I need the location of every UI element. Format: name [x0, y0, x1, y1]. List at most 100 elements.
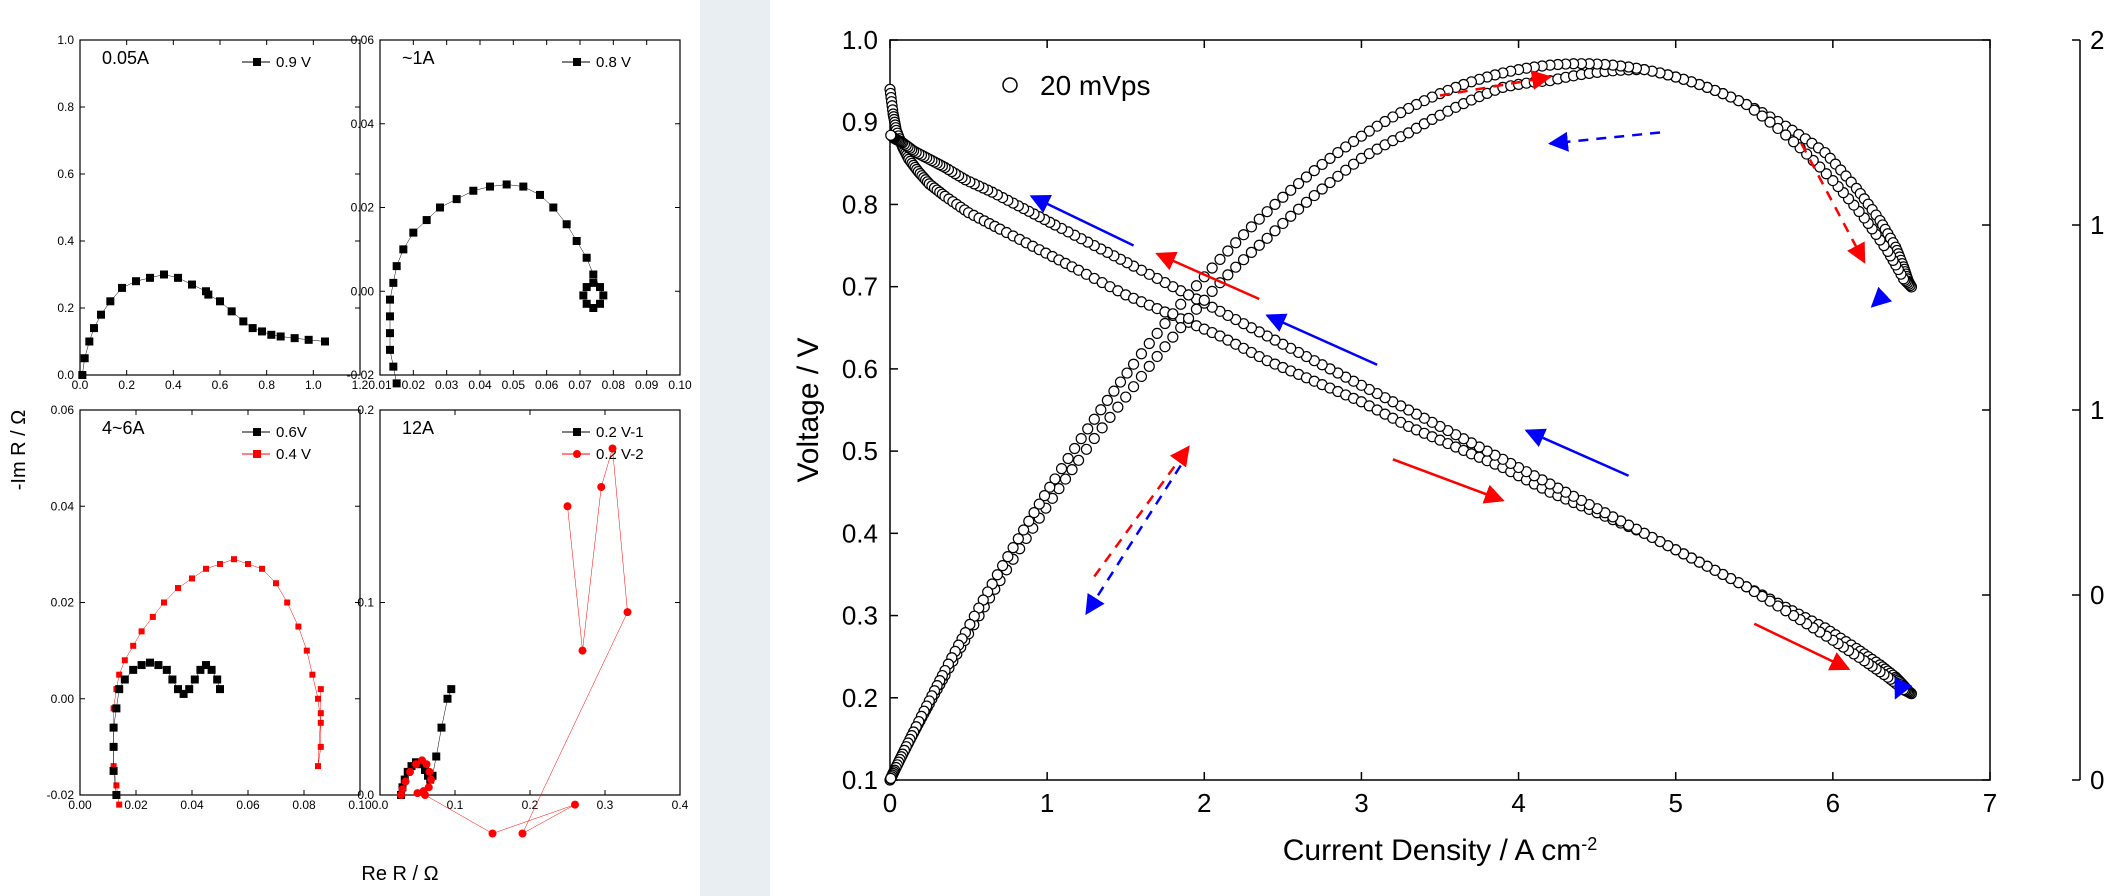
data-marker: [1223, 270, 1233, 280]
subplot-br: 0.00.10.20.30.40.00.10.212A0.2 V-10.2 V-…: [357, 403, 688, 838]
xtick-label: 0.02: [402, 378, 426, 392]
data-marker: [122, 657, 128, 663]
data-marker: [536, 191, 544, 199]
data-marker: [203, 566, 209, 572]
data-marker: [132, 277, 140, 285]
data-marker: [402, 778, 410, 786]
data-marker: [185, 685, 193, 693]
y-axis-label: -Im R / Ω: [8, 410, 30, 491]
data-marker: [583, 254, 591, 262]
legend-label: 0.2 V-2: [596, 446, 644, 463]
ytick-left-label: 0.9: [842, 107, 878, 137]
direction-arrow: [1526, 431, 1628, 476]
legend-marker-icon: [1003, 78, 1017, 92]
data-marker: [217, 561, 223, 567]
data-marker: [213, 676, 221, 684]
xtick-label: 0.1: [447, 798, 464, 812]
data-marker: [1063, 454, 1073, 464]
xtick-label: 0.6: [212, 378, 229, 392]
data-marker: [146, 659, 154, 667]
legend-label: 0.9 V: [276, 54, 311, 71]
data-marker: [597, 483, 605, 491]
xtick-label: 4: [1511, 788, 1525, 818]
data-marker: [1089, 414, 1099, 424]
data-marker: [549, 204, 557, 212]
data-marker: [1270, 226, 1280, 236]
data-marker: [453, 195, 461, 203]
data-marker: [291, 334, 299, 342]
xtick-label: 7: [1983, 788, 1997, 818]
data-marker: [886, 773, 896, 783]
ytick-label: 0.00: [51, 692, 75, 706]
data-marker: [304, 648, 310, 654]
data-marker: [409, 229, 417, 237]
data-marker: [150, 614, 156, 620]
subplot-title: 4~6A: [102, 418, 145, 438]
data-marker: [1115, 377, 1125, 387]
data-marker: [1286, 211, 1296, 221]
xtick-label: 0.0: [372, 798, 389, 812]
data-marker: [393, 262, 401, 270]
data-marker: [1160, 342, 1170, 352]
data-marker: [1152, 351, 1162, 361]
data-marker: [1144, 361, 1154, 371]
subplot-title: 0.05A: [102, 48, 149, 68]
data-marker: [189, 575, 195, 581]
data-marker: [1067, 465, 1077, 475]
panel-divider: [700, 0, 770, 896]
data-marker: [1262, 207, 1272, 217]
data-marker: [389, 363, 397, 371]
data-marker: [426, 768, 434, 776]
data-marker: [1223, 246, 1233, 256]
ytick-label: 0.02: [351, 201, 375, 215]
data-marker: [315, 763, 321, 769]
ytick-left-label: 0.5: [842, 436, 878, 466]
data-marker: [423, 216, 431, 224]
data-marker: [624, 608, 632, 616]
data-marker: [216, 297, 224, 305]
subplot-tr: 0.010.020.030.040.050.060.070.080.090.10…: [347, 33, 692, 392]
xtick-label: 3: [1354, 788, 1368, 818]
legend-label: 0.6V: [276, 424, 307, 441]
data-marker: [579, 291, 587, 299]
data-marker: [1003, 552, 1013, 562]
subplot-title: 12A: [402, 418, 434, 438]
data-marker: [1102, 395, 1112, 405]
data-marker: [386, 329, 394, 337]
data-marker: [1129, 359, 1139, 369]
direction-arrow: [1550, 133, 1660, 144]
ytick-label: 0.4: [57, 234, 74, 248]
data-marker: [1008, 543, 1018, 553]
ylabel-left: Voltage / V: [792, 337, 825, 482]
xtick-label: 0.06: [535, 378, 559, 392]
data-marker: [1121, 392, 1131, 402]
data-marker: [1097, 423, 1107, 433]
data-marker: [305, 336, 313, 344]
data-marker: [309, 672, 315, 678]
data-marker: [469, 187, 477, 195]
xtick-label: 6: [1826, 788, 1840, 818]
data-marker: [571, 801, 579, 809]
data-marker: [138, 661, 146, 669]
data-marker: [599, 291, 607, 299]
data-marker: [168, 676, 176, 684]
data-marker: [1262, 233, 1272, 243]
data-marker: [208, 666, 216, 674]
data-marker: [97, 311, 105, 319]
xtick-label: 5: [1668, 788, 1682, 818]
data-marker: [1136, 371, 1146, 381]
ytick-right-label: 0.0: [2090, 765, 2106, 795]
series-line: [390, 184, 603, 383]
data-marker: [112, 704, 120, 712]
x-axis-label: Re R / Ω: [361, 863, 438, 885]
data-marker: [204, 291, 212, 299]
subplot-tl: 0.00.20.40.60.81.01.20.00.20.40.60.81.00…: [57, 33, 368, 392]
left-svg: -Im R / ΩRe R / Ω0.00.20.40.60.81.01.20.…: [0, 0, 700, 896]
data-marker: [146, 274, 154, 282]
data-marker: [399, 245, 407, 253]
xtick-label: 0.08: [292, 798, 316, 812]
xtick-label: 0.3: [597, 798, 614, 812]
data-marker: [174, 274, 182, 282]
direction-arrow: [1086, 466, 1180, 614]
data-marker: [267, 331, 275, 339]
